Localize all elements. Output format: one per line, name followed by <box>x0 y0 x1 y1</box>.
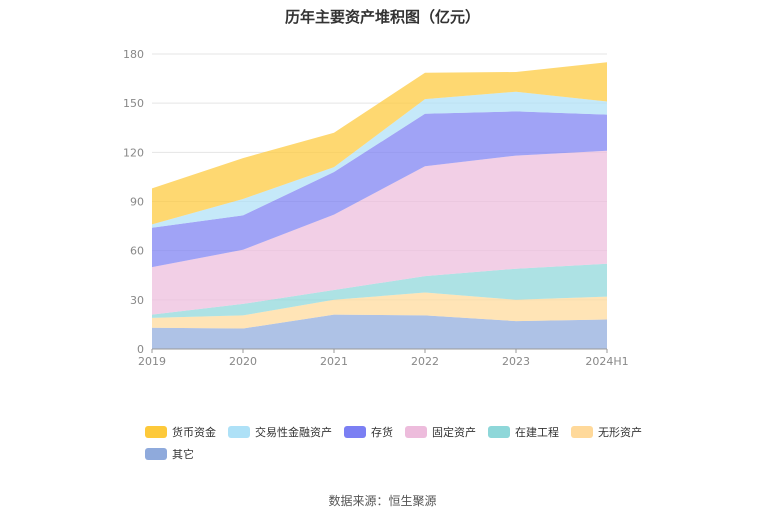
area-series-1 <box>152 292 607 329</box>
y-tick-label: 60 <box>130 245 144 258</box>
legend-label: 货币资金 <box>172 426 216 439</box>
area-series-0 <box>152 314 607 349</box>
legend: 货币资金 交易性金融资产 存货 固定资产 在建工程 无形资产其它 <box>145 424 645 462</box>
legend-item[interactable]: 货币资金 <box>145 424 216 440</box>
x-tick-label: 2022 <box>411 355 439 368</box>
x-tick-label: 2021 <box>320 355 348 368</box>
legend-item[interactable]: 存货 <box>344 424 393 440</box>
legend-item[interactable]: 其它 <box>145 446 194 462</box>
legend-label: 其它 <box>172 448 194 461</box>
legend-item[interactable]: 固定资产 <box>405 424 476 440</box>
y-tick-label: 120 <box>123 146 144 159</box>
legend-label: 存货 <box>371 426 393 439</box>
source-note: 数据来源：恒生聚源 <box>328 494 437 508</box>
legend-swatch <box>145 426 167 438</box>
y-tick-label: 150 <box>123 97 144 110</box>
legend-item[interactable]: 无形资产 <box>571 424 642 440</box>
area-series-5 <box>152 91 607 228</box>
legend-label: 固定资产 <box>432 426 476 439</box>
legend-swatch <box>488 426 510 438</box>
chart-title: 历年主要资产堆积图（亿元） <box>284 8 480 26</box>
x-tick-label: 2019 <box>138 355 166 368</box>
area-series <box>152 62 607 349</box>
y-tick-label: 0 <box>137 343 144 356</box>
legend-swatch <box>405 426 427 438</box>
x-tick-label: 2024H1 <box>585 355 628 368</box>
legend-swatch <box>571 426 593 438</box>
axes: 0 30 60 90 120 150 180 2019 2020 2021 2022 2023 2024… <box>123 48 629 368</box>
legend-item[interactable]: 交易性金融资产 <box>228 424 332 440</box>
y-tick-label: 90 <box>130 196 144 209</box>
x-tick-label: 2023 <box>502 355 530 368</box>
x-tick-label: 2020 <box>229 355 257 368</box>
area-series-3 <box>152 150 607 315</box>
legend-label: 在建工程 <box>515 426 559 439</box>
legend-label: 无形资产 <box>598 426 642 439</box>
area-series-6 <box>152 62 607 225</box>
area-series-2 <box>152 263 607 318</box>
legend-item[interactable]: 在建工程 <box>488 424 559 440</box>
y-tick-label: 30 <box>130 294 144 307</box>
y-tick-label: 180 <box>123 48 144 61</box>
legend-swatch <box>145 448 167 460</box>
legend-swatch <box>344 426 366 438</box>
legend-swatch <box>228 426 250 438</box>
area-series-4 <box>152 111 607 268</box>
legend-label: 交易性金融资产 <box>255 426 332 439</box>
